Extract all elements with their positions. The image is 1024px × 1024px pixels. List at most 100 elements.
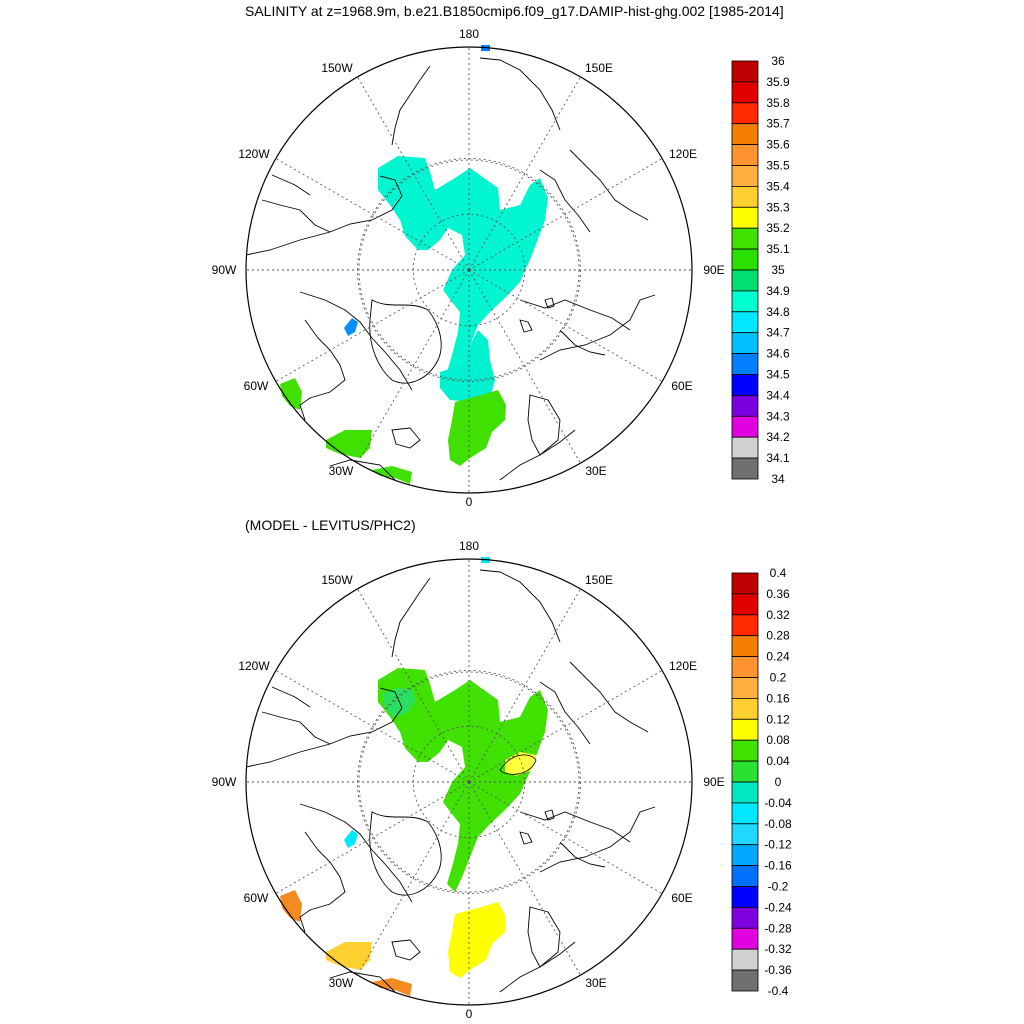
colorbar-tick-label: 34: [771, 472, 785, 486]
colorbar-swatch: [731, 635, 759, 657]
colorbar-tick-label: -0.28: [764, 921, 792, 935]
colorbar-tick-label: -0.12: [764, 838, 792, 852]
difference-panel-title: (MODEL - LEVITUS/PHC2): [245, 517, 416, 533]
coastline: [539, 806, 656, 873]
colorbar-swatch: [731, 697, 759, 720]
colorbar-tick-label: 35.3: [766, 200, 790, 214]
colorbar-swatch: [731, 718, 759, 741]
colorbar-swatch: [731, 81, 759, 104]
colorbar-swatch: [731, 227, 759, 250]
colorbar-tick-label: 0.16: [766, 691, 790, 705]
longitude-label: 120W: [238, 659, 270, 673]
colorbar-swatch: [731, 290, 759, 313]
coastline: [539, 681, 591, 745]
coastline: [527, 906, 561, 968]
colorbar-swatch: [731, 185, 759, 208]
colorbar-tick-label: 36: [771, 54, 785, 68]
colorbar-tick-label: -0.2: [768, 880, 789, 894]
meridian-line: [468, 781, 581, 976]
field-labrador-sea: [280, 890, 302, 922]
colorbar-swatch: [731, 457, 759, 480]
field-greenland-norwegian-seas: [448, 902, 506, 978]
colorbar-swatch: [731, 760, 759, 783]
coastline: [299, 319, 346, 421]
colorbar-swatch: [731, 969, 759, 992]
longitude-label: 30W: [329, 464, 354, 478]
colorbar-swatch: [731, 436, 759, 459]
colorbar-swatch: [731, 927, 759, 950]
coastline: [299, 831, 346, 933]
longitude-label: 60E: [671, 891, 692, 905]
field-labrador-sea: [280, 378, 302, 410]
colorbar-tick-label: 0.04: [766, 754, 790, 768]
colorbar-swatch: [731, 311, 759, 334]
colorbar-swatch: [731, 614, 759, 637]
colorbar-tick-label: -0.4: [768, 984, 789, 998]
field-central-arctic-ridge: [378, 156, 548, 380]
longitude-label: 150E: [585, 573, 613, 587]
colorbar-tick-label: 0.28: [766, 629, 790, 643]
longitude-label: 120E: [669, 659, 697, 673]
colorbar-swatch: [731, 415, 759, 438]
longitude-label: 180: [459, 27, 479, 41]
coastline: [299, 803, 413, 903]
coastline: [245, 687, 403, 768]
colorbar-swatch: [731, 781, 759, 804]
colorbar-swatch: [731, 572, 759, 595]
longitude-label: 120E: [669, 147, 697, 161]
colorbar-tick-label: 0.24: [766, 650, 790, 664]
colorbar-swatch: [731, 394, 759, 417]
meridian-line: [357, 588, 470, 783]
colorbar-tick-label: 0: [775, 775, 782, 789]
colorbar-swatch: [731, 144, 759, 166]
field-central-arctic-ridge: [378, 668, 548, 892]
coastline: [569, 661, 649, 733]
longitude-label: 90W: [212, 263, 237, 277]
longitude-label: 180: [459, 539, 479, 553]
coastline: [329, 459, 396, 481]
colorbar-tick-label: -0.36: [764, 963, 792, 977]
longitude-label: 90W: [212, 775, 237, 789]
longitude-label: 60W: [244, 891, 269, 905]
map-boundary: [245, 46, 693, 494]
colorbar-tick-label: 34.9: [766, 284, 790, 298]
longitude-label: 60E: [671, 379, 692, 393]
longitude-label: 30E: [585, 976, 606, 990]
colorbar-swatch: [731, 269, 759, 292]
meridian-line: [275, 158, 470, 271]
colorbar-tick-label: 34.1: [766, 451, 790, 465]
meridian-line: [357, 76, 470, 271]
colorbar-swatch: [731, 332, 759, 355]
coastline: [559, 841, 606, 868]
coastline: [245, 175, 403, 256]
coastline: [479, 569, 561, 643]
colorbar-swatch: [731, 802, 759, 825]
field-greenland-norwegian-seas: [448, 390, 506, 466]
meridian-line: [275, 670, 470, 783]
colorbar-tick-label: 0.2: [770, 671, 787, 685]
field-canada-basin-patch: [382, 688, 416, 718]
colorbar-swatch: [731, 906, 759, 929]
colorbar-tick-label: 35.9: [766, 75, 790, 89]
field-iceland-basin: [372, 978, 412, 996]
coastline: [544, 809, 555, 821]
coastline: [261, 199, 331, 233]
colorbar-swatch: [731, 886, 759, 908]
field-irminger-sea: [326, 942, 372, 970]
coastline: [369, 811, 442, 896]
colorbar-swatch: [731, 60, 759, 83]
field-baffin-bay: [344, 830, 358, 848]
colorbar-tick-label: 35.1: [766, 242, 790, 256]
colorbar-tick-label: 35.6: [766, 138, 790, 152]
coastline: [539, 294, 656, 361]
difference-colorbar: 0.4 0.36 0.32 0.28 0.24 0.2 0.16 0.12 0.08 0.04 0 -…: [731, 566, 792, 998]
colorbar-tick-label: 0.08: [766, 733, 790, 747]
coastline: [569, 149, 649, 221]
meridian-line: [468, 269, 581, 464]
coastline: [391, 65, 431, 146]
coastline: [519, 831, 533, 845]
coastline: [271, 686, 311, 708]
longitude-label: 60W: [244, 379, 269, 393]
coastline: [527, 394, 561, 456]
salinity-difference-polar-map: 180 150E 120E 90E 60E 30E 0 30W 60W 90W 120W 150W: [212, 539, 725, 1021]
